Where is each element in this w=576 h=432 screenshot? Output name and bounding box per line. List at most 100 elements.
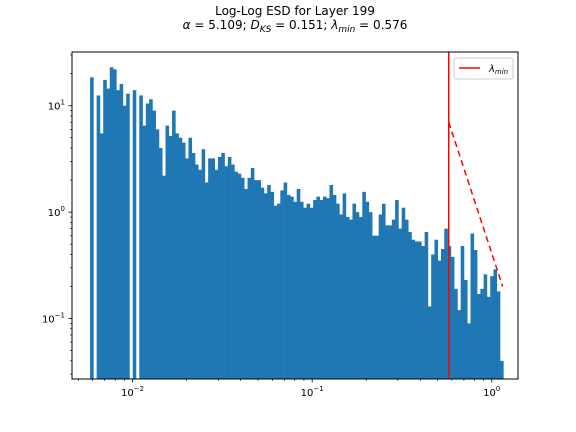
histogram-bar: [349, 219, 353, 379]
histogram-bar: [480, 288, 484, 379]
histogram-bar: [142, 125, 147, 379]
histogram-bar: [299, 201, 304, 379]
x-tick-label: 10−2: [121, 385, 144, 399]
histogram-bar: [329, 184, 334, 379]
histogram-bar: [372, 235, 376, 379]
histogram-bar: [113, 69, 117, 379]
histogram-bar: [214, 169, 219, 379]
histogram-bar: [293, 201, 298, 379]
chart-subtitle: α = 5.109; DKS = 0.151; λmin = 0.576: [183, 18, 408, 35]
histogram-bar: [260, 187, 265, 379]
histogram-bar: [496, 291, 501, 379]
histogram-bar: [122, 105, 127, 380]
x-axis-ticks: 10−2 10−1 100: [78, 379, 500, 399]
histogram-bar: [172, 110, 176, 380]
histogram-bar: [175, 133, 179, 379]
histogram-bar: [444, 228, 448, 379]
histogram-bar: [306, 203, 311, 379]
histogram-bar: [431, 254, 435, 379]
histogram-bar: [424, 232, 429, 379]
histogram-bar: [263, 193, 268, 379]
plot-area: 10−2 10−1 100 10−1 100 101: [42, 51, 519, 399]
histogram-bar: [155, 129, 160, 379]
histogram-bar: [467, 323, 471, 379]
histogram-bar: [178, 137, 183, 379]
histogram-bar: [450, 256, 455, 379]
histogram-bar: [388, 225, 393, 379]
histogram-bar: [381, 203, 386, 379]
histogram-bar: [280, 190, 284, 379]
histogram-bar: [250, 167, 255, 379]
histogram-bar: [145, 103, 150, 380]
histogram-bar: [345, 216, 350, 379]
histogram-bar: [240, 177, 245, 379]
histogram-bar: [368, 212, 373, 379]
histogram-bar: [408, 232, 412, 379]
histogram-bar: [411, 239, 416, 379]
histogram-bar: [106, 88, 111, 379]
histogram-bar: [191, 152, 196, 379]
histogram-bar: [109, 67, 114, 379]
histogram-bar: [290, 196, 294, 379]
histogram-bar: [418, 241, 422, 379]
histogram-bar: [211, 158, 216, 379]
histogram-bar: [208, 158, 212, 379]
histogram-bar: [454, 288, 458, 379]
histogram-bar: [365, 201, 370, 379]
histogram-bar: [270, 191, 275, 379]
histogram-bar: [457, 310, 461, 379]
histogram-bar: [257, 180, 261, 379]
histogram-bar: [283, 182, 288, 379]
histogram-bar: [231, 164, 235, 379]
histogram-bar: [224, 166, 229, 379]
histogram-bar: [421, 246, 425, 379]
histogram-bar: [273, 205, 278, 379]
histogram-bar: [463, 280, 468, 379]
histogram-bar: [375, 235, 379, 379]
histogram-bar: [90, 77, 94, 379]
histogram-bar: [99, 133, 104, 379]
histogram-bars: [90, 67, 504, 380]
histogram-bar: [470, 233, 475, 379]
histogram-bar: [149, 99, 153, 379]
y-tick-label: 101: [48, 99, 65, 113]
histogram-bar: [221, 152, 225, 379]
histogram-bar: [96, 95, 101, 380]
power-law-fit-line: [448, 121, 504, 287]
histogram-bar: [234, 171, 238, 379]
histogram-bar: [332, 194, 337, 379]
y-tick-label: 10−1: [42, 312, 65, 326]
x-tick-label: 10−1: [301, 385, 324, 399]
histogram-bar: [362, 191, 366, 379]
histogram-bar: [427, 306, 432, 379]
histogram-bar: [126, 93, 130, 380]
histogram-bar: [486, 296, 491, 379]
histogram-bar: [227, 156, 232, 379]
histogram-bar: [116, 90, 120, 379]
histogram-bar: [162, 175, 166, 379]
histogram-bar: [493, 269, 498, 379]
histogram-bar: [316, 196, 320, 379]
histogram-bar: [198, 169, 202, 379]
histogram-bar: [355, 212, 360, 379]
histogram-bar: [119, 84, 124, 380]
histogram-bar: [158, 148, 163, 379]
histogram-bar: [414, 241, 419, 379]
y-tick-label: 100: [48, 205, 65, 219]
histogram-bar: [477, 293, 481, 379]
histogram-bar: [398, 228, 402, 379]
histogram-bar: [139, 95, 143, 380]
x-tick-label: 100: [483, 385, 500, 399]
fit-lines: [447, 52, 504, 379]
histogram-bar: [185, 158, 189, 379]
histogram-bar: [237, 173, 242, 379]
histogram-bar: [500, 360, 504, 379]
histogram-bar: [391, 219, 396, 379]
histogram-bar: [352, 203, 357, 379]
histogram-bar: [437, 260, 442, 379]
histogram-bar: [204, 182, 209, 379]
histogram-bar: [188, 137, 193, 379]
histogram-bar: [201, 149, 206, 379]
